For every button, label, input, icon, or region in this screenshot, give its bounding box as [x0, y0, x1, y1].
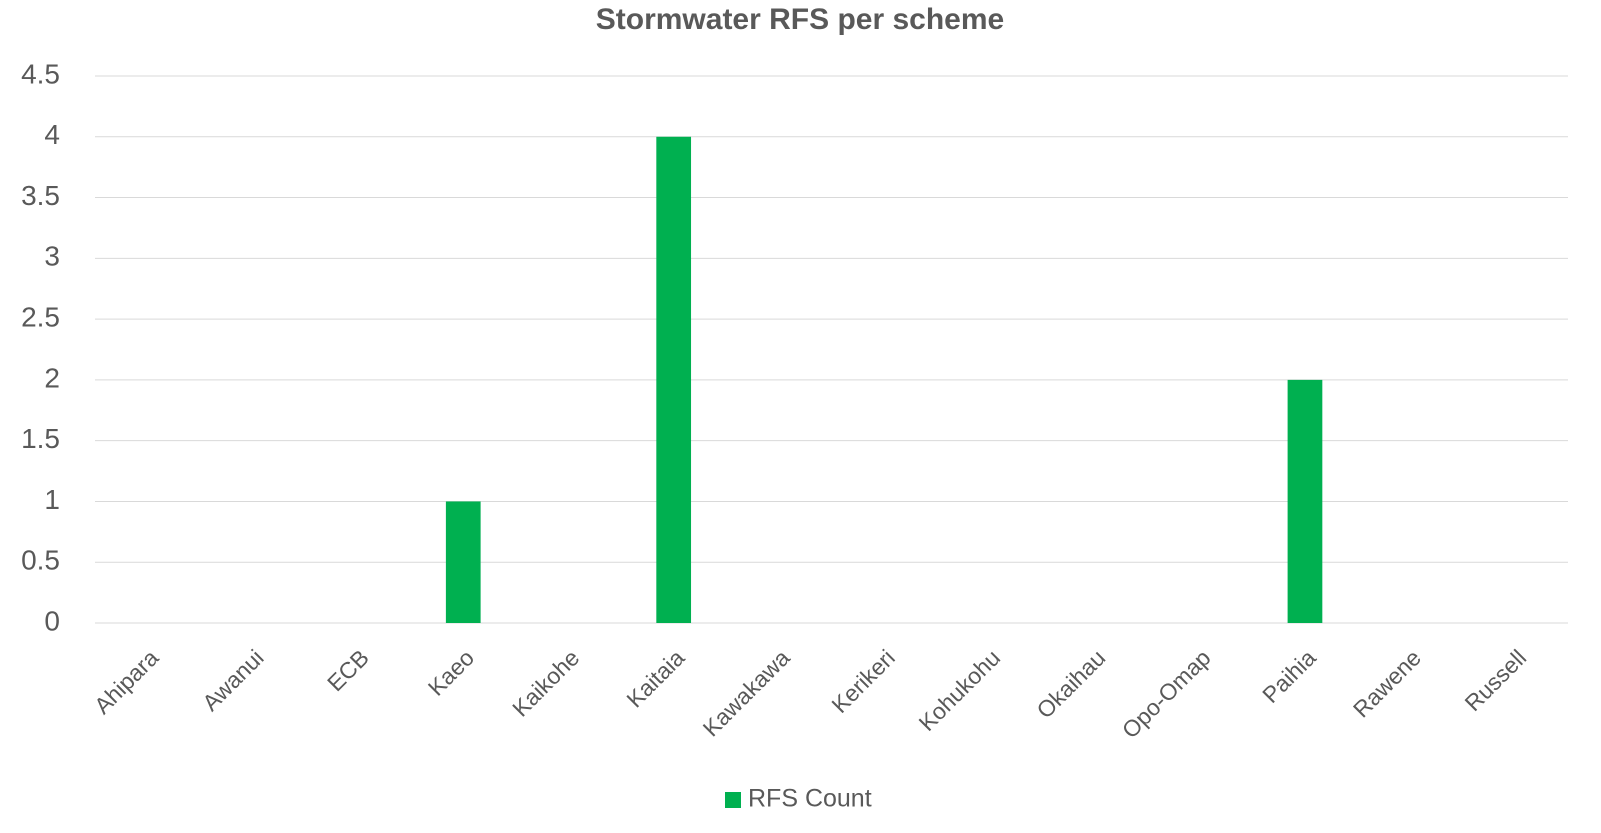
bar: [445, 501, 481, 623]
x-tick-label: Paihia: [1257, 644, 1321, 708]
x-tick-label: Kaikohe: [507, 644, 584, 721]
x-tick-label: Kaitaia: [621, 644, 689, 712]
y-tick-label: 3: [44, 241, 60, 272]
x-tick-label: Opo-Omap: [1117, 644, 1216, 743]
y-tick-label: 4: [44, 119, 60, 150]
x-tick-label: Kaeo: [423, 644, 479, 700]
y-tick-label: 3.5: [21, 180, 60, 211]
y-tick-label: 1.5: [21, 423, 60, 454]
y-tick-label: 0.5: [21, 545, 60, 576]
y-tick-label: 4.5: [21, 58, 60, 89]
legend-swatch: [725, 792, 741, 808]
y-tick-label: 0: [44, 605, 60, 636]
legend-label: RFS Count: [748, 785, 872, 813]
x-tick-label: ECB: [322, 644, 374, 696]
x-tick-label: Russell: [1460, 644, 1532, 716]
bar: [1287, 379, 1323, 623]
y-tick-label: 2.5: [21, 302, 60, 333]
x-tick-label: Rawene: [1348, 644, 1426, 722]
x-tick-label: Kerikeri: [826, 644, 900, 718]
y-tick-label: 2: [44, 362, 60, 393]
x-tick-label: Awanui: [197, 644, 268, 715]
x-tick-label: Okaihau: [1031, 644, 1110, 723]
chart-title: Stormwater RFS per scheme: [596, 3, 1004, 36]
bar: [656, 136, 692, 623]
x-tick-label: Ahipara: [89, 644, 164, 719]
x-tick-label: Kawakawa: [698, 644, 795, 741]
x-tick-label: Kohukohu: [914, 644, 1006, 736]
y-tick-label: 1: [44, 484, 60, 515]
